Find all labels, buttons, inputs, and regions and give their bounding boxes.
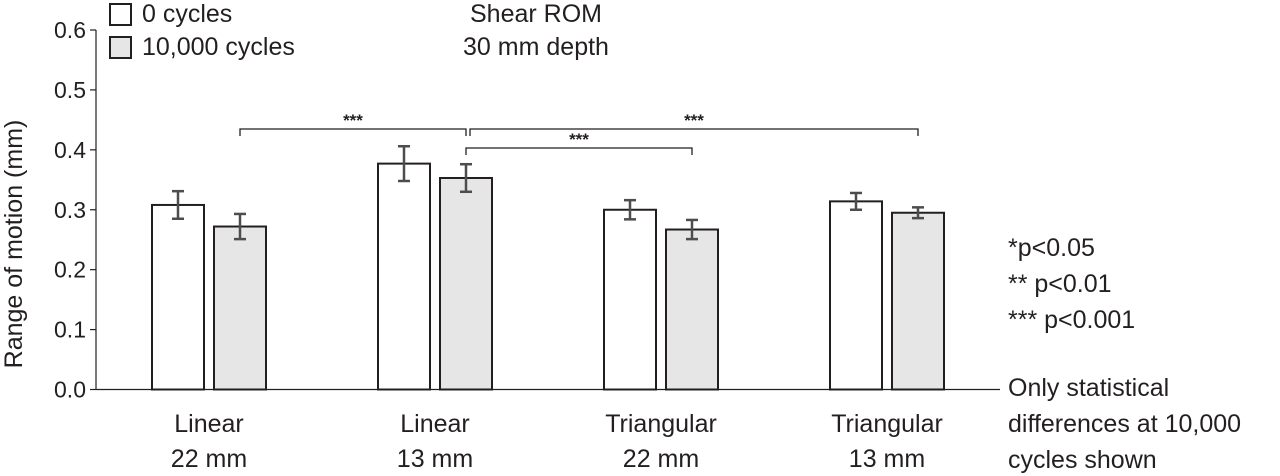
y-axis-label: Range of motion (mm): [0, 120, 28, 369]
sig-key-1: *p<0.05: [1008, 234, 1095, 262]
x-tick-label: Linear 13 mm: [397, 410, 473, 473]
axes: 0.0 0.1 0.2 0.3 0.4 0.5 0.6 Linear 22 mm Linear 13…: [54, 17, 1000, 473]
significance-bracket: [465, 147, 693, 155]
x-tick-label-line: Linear: [400, 410, 470, 438]
bar: [829, 200, 883, 391]
significance-bracket: [239, 128, 467, 136]
bar: [891, 211, 945, 391]
x-tick-label: Linear 22 mm: [171, 410, 247, 473]
x-tick-label: Triangular 22 mm: [605, 410, 717, 473]
significance-key: *p<0.05 ** p<0.01 *** p<0.001: [1008, 234, 1135, 334]
x-tick-label-line: 22 mm: [623, 445, 699, 473]
x-tick-label: Triangular 13 mm: [831, 410, 943, 473]
y-tick-label: 0.4: [54, 137, 86, 163]
x-tick-label-line: Triangular: [605, 410, 717, 438]
y-tick-label: 0.3: [54, 197, 86, 223]
significance-label: ***: [343, 111, 363, 130]
x-tick-label-line: 13 mm: [849, 445, 925, 473]
bar: [665, 228, 719, 391]
bar: [151, 203, 205, 391]
legend-swatch-10000-cycles: [109, 36, 132, 59]
legend-label-0-cycles: 0 cycles: [142, 0, 232, 28]
bar: [213, 225, 267, 391]
error-bars: [172, 144, 924, 241]
significance-label: ***: [569, 130, 589, 149]
footnote-line-3: cycles shown: [1008, 446, 1157, 474]
footnote-line-1: Only statistical: [1008, 374, 1169, 402]
bar: [439, 176, 493, 391]
chart-title: Shear ROM: [470, 0, 602, 28]
legend-label-10000-cycles: 10,000 cycles: [142, 33, 295, 61]
legend: 0 cycles 10,000 cycles: [109, 0, 295, 61]
footnote: Only statistical differences at 10,000 c…: [1008, 374, 1241, 474]
significance-brackets: *** *** ***: [239, 111, 919, 155]
legend-swatch-0-cycles: [109, 3, 132, 26]
chart-subtitle: 30 mm depth: [463, 33, 609, 61]
bar: [377, 162, 431, 391]
x-tick-label-line: Linear: [174, 410, 244, 438]
sig-key-2: ** p<0.01: [1008, 270, 1112, 298]
x-tick-label-line: 13 mm: [397, 445, 473, 473]
y-tick-label: 0.5: [54, 77, 86, 103]
y-tick-label: 0.2: [54, 257, 86, 283]
sig-key-3: *** p<0.001: [1008, 306, 1135, 334]
y-tick-label: 0.1: [54, 317, 86, 343]
y-tick-label: 0.6: [54, 17, 86, 43]
significance-label: ***: [684, 111, 704, 130]
bar: [603, 208, 657, 391]
bars: [151, 162, 945, 391]
x-tick-label-line: Triangular: [831, 410, 943, 438]
footnote-line-2: differences at 10,000: [1008, 410, 1241, 438]
significance-bracket: [469, 128, 919, 136]
x-tick-label-line: 22 mm: [171, 445, 247, 473]
y-tick-label: 0.0: [54, 377, 86, 403]
